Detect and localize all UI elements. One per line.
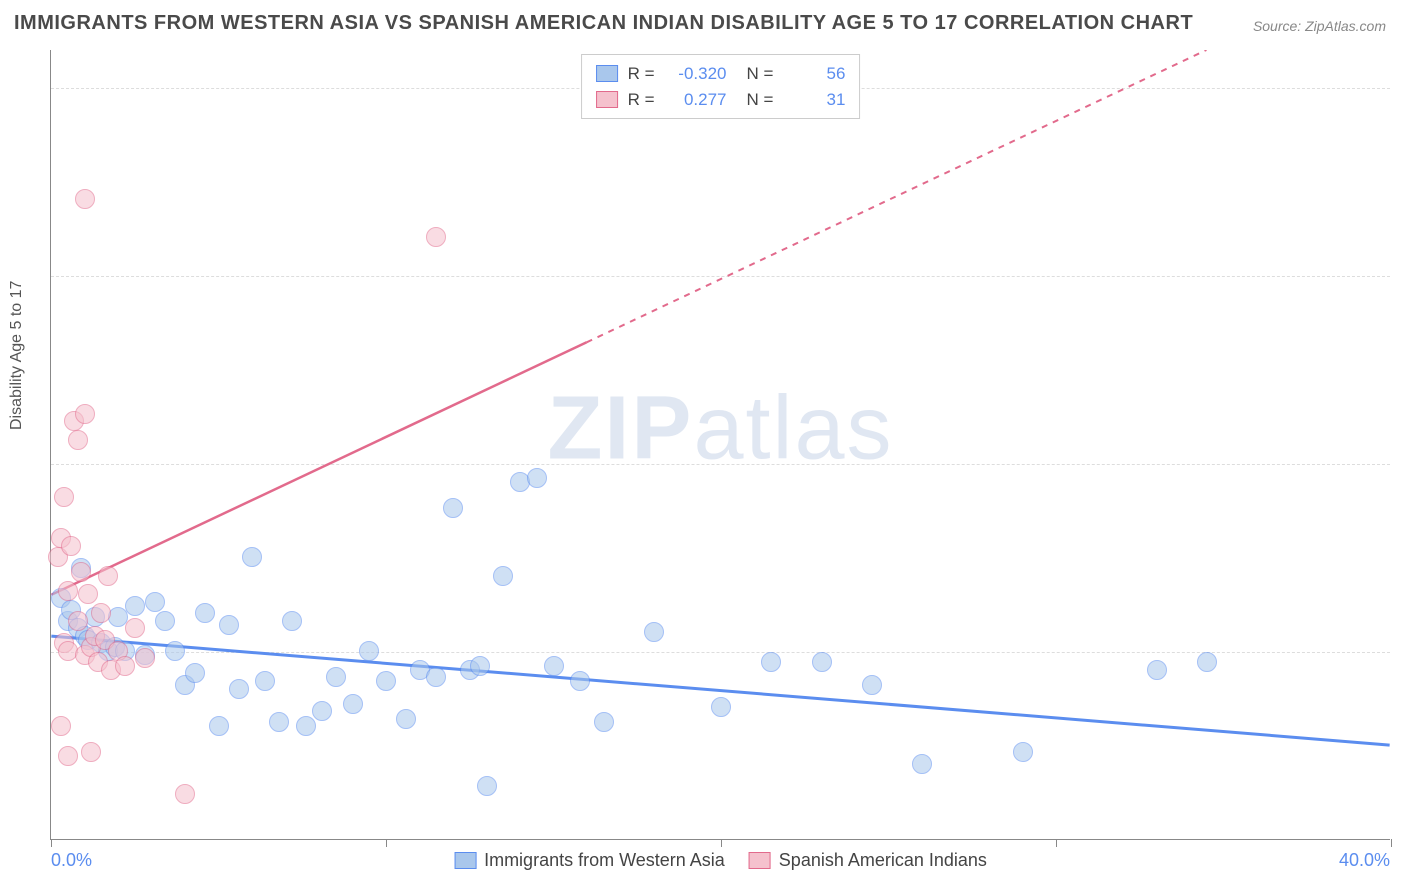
data-point [58,746,78,766]
n-label: N = [747,87,774,113]
trend-lines [51,50,1390,839]
data-point [58,581,78,601]
data-point [761,652,781,672]
data-point [326,667,346,687]
data-point [1147,660,1167,680]
data-point [61,536,81,556]
r-value-1: -0.320 [665,61,727,87]
data-point [195,603,215,623]
data-point [1197,652,1217,672]
data-point [912,754,932,774]
data-point [282,611,302,631]
legend-row-series1: R = -0.320 N = 56 [596,61,846,87]
data-point [155,611,175,631]
legend-item-2: Spanish American Indians [749,850,987,871]
plot-area: ZIPatlas 5.0%10.0%15.0%20.0% 0.0% 40.0% … [50,50,1390,840]
data-point [229,679,249,699]
r-value-2: 0.277 [665,87,727,113]
chart-title: IMMIGRANTS FROM WESTERN ASIA VS SPANISH … [14,12,1193,35]
gridline [51,276,1390,277]
n-label: N = [747,61,774,87]
data-point [81,742,101,762]
data-point [78,584,98,604]
data-point [376,671,396,691]
data-point [1013,742,1033,762]
legend-row-series2: R = 0.277 N = 31 [596,87,846,113]
data-point [242,547,262,567]
data-point [51,716,71,736]
data-point [594,712,614,732]
data-point [219,615,239,635]
data-point [493,566,513,586]
data-point [426,227,446,247]
data-point [68,430,88,450]
legend-item-1: Immigrants from Western Asia [454,850,725,871]
data-point [477,776,497,796]
data-point [75,189,95,209]
data-point [269,712,289,732]
data-point [296,716,316,736]
data-point [68,611,88,631]
data-point [470,656,490,676]
data-point [209,716,229,736]
y-axis-label: Disability Age 5 to 17 [8,281,26,430]
x-tick [1391,839,1392,847]
legend-label-1: Immigrants from Western Asia [484,850,725,870]
data-point [359,641,379,661]
data-point [165,641,185,661]
data-point [115,656,135,676]
x-axis-min-label: 0.0% [51,850,92,871]
data-point [125,618,145,638]
n-value-1: 56 [783,61,845,87]
gridline [51,464,1390,465]
data-point [98,566,118,586]
data-point [145,592,165,612]
data-point [570,671,590,691]
legend-swatch-pink [749,852,771,869]
data-point [812,652,832,672]
x-tick [721,839,722,847]
data-point [862,675,882,695]
data-point [185,663,205,683]
data-point [175,784,195,804]
series-legend: Immigrants from Western Asia Spanish Ame… [454,850,987,871]
data-point [443,498,463,518]
data-point [135,648,155,668]
data-point [71,562,91,582]
x-tick [51,839,52,847]
gridline [51,652,1390,653]
data-point [426,667,446,687]
data-point [644,622,664,642]
r-label: R = [628,87,655,113]
data-point [544,656,564,676]
data-point [396,709,416,729]
legend-swatch-blue [596,65,618,82]
data-point [343,694,363,714]
data-point [711,697,731,717]
data-point [54,487,74,507]
source-attribution: Source: ZipAtlas.com [1253,18,1386,34]
data-point [255,671,275,691]
legend-swatch-pink [596,91,618,108]
data-point [312,701,332,721]
legend-label-2: Spanish American Indians [779,850,987,870]
r-label: R = [628,61,655,87]
x-axis-max-label: 40.0% [1339,850,1390,871]
x-tick [1056,839,1057,847]
data-point [75,404,95,424]
n-value-2: 31 [783,87,845,113]
data-point [527,468,547,488]
data-point [91,603,111,623]
legend-swatch-blue [454,852,476,869]
correlation-legend: R = -0.320 N = 56 R = 0.277 N = 31 [581,54,861,119]
x-tick [386,839,387,847]
data-point [125,596,145,616]
